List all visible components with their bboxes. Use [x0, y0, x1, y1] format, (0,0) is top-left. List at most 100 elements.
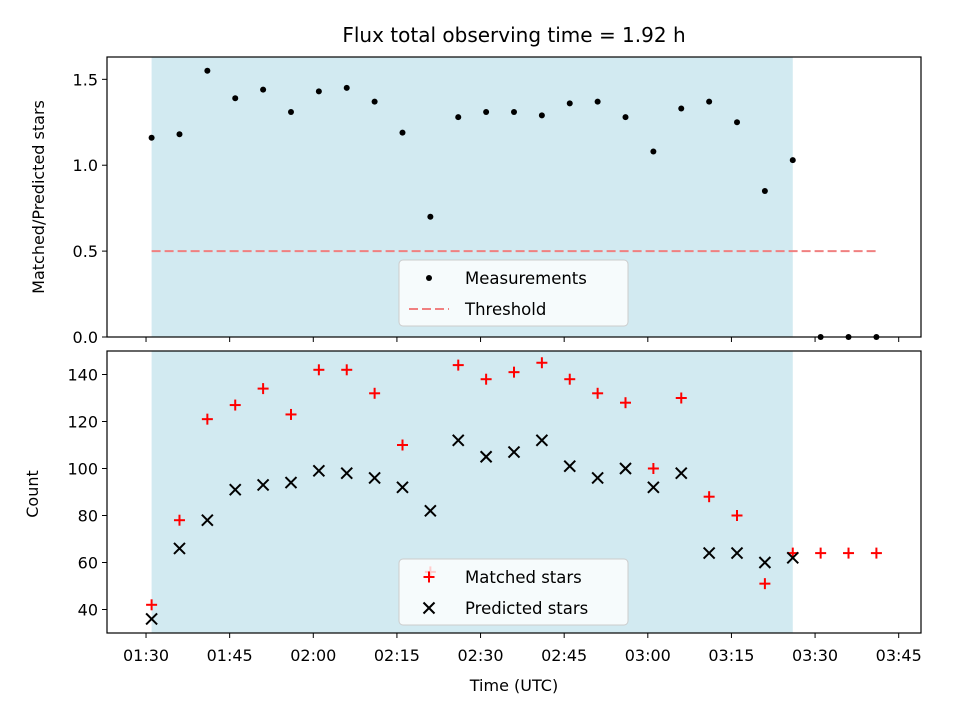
predicted-star-point: [145, 612, 158, 626]
measurement-point: [622, 114, 629, 121]
legend-label: Measurements: [465, 269, 587, 288]
predicted-star-point: [452, 434, 465, 447]
predicted-star-point: [563, 459, 576, 473]
top-y-tick-label: 0.5: [73, 242, 98, 261]
x-tick-label: 03:45: [876, 646, 922, 665]
legend-matched-marker: [423, 571, 435, 583]
matched-star-point: [870, 547, 882, 559]
x-tick-label: 03:30: [792, 646, 838, 665]
legend-predicted-marker: [422, 601, 436, 615]
measurement-point: [734, 119, 741, 126]
matched-star-point: [285, 408, 297, 420]
predicted-star-point: [647, 481, 660, 494]
predicted-star-point: [173, 542, 186, 555]
predicted-star-point: [396, 481, 409, 494]
predicted-star-point: [758, 556, 772, 569]
x-tick-label: 01:30: [123, 646, 169, 665]
measurement-point: [455, 114, 462, 121]
measurement-point: [650, 148, 657, 155]
measurement-point: [176, 131, 183, 138]
x-tick-label: 02:00: [290, 646, 336, 665]
measurement-point: [594, 98, 601, 105]
matched-star-point: [759, 578, 771, 590]
predicted-star-point: [591, 471, 604, 485]
predicted-star-point: [424, 504, 437, 518]
matched-star-point: [843, 547, 855, 559]
bottom-y-tick-label: 40: [78, 601, 98, 620]
matched-star-point: [341, 364, 353, 376]
measurement-point: [343, 84, 350, 91]
bottom-y-tick-label: 120: [67, 413, 98, 432]
legend-label: Predicted stars: [465, 599, 588, 618]
predicted-star-point: [786, 551, 799, 565]
legend-box: [398, 259, 629, 327]
measurement-point: [260, 86, 267, 93]
x-tick-label: 02:45: [541, 646, 587, 665]
legend-label: Matched stars: [465, 568, 582, 587]
matched-star-point: [703, 491, 715, 503]
matched-star-point: [201, 413, 213, 425]
matched-star-point: [675, 392, 687, 404]
matched-star-point: [480, 373, 492, 385]
measurement-point: [399, 129, 406, 136]
matched-star-point: [564, 373, 576, 385]
measurement-point: [315, 88, 322, 95]
x-axis-label: Time (UTC): [469, 676, 558, 695]
measurement-point: [287, 108, 294, 115]
predicted-star-point: [507, 445, 521, 459]
top-y-axis-label: Matched/Predicted stars: [29, 100, 48, 294]
legend-measurement-marker: [426, 275, 432, 281]
x-tick-label: 03:00: [625, 646, 671, 665]
x-tick-label: 03:15: [708, 646, 754, 665]
matched-star-point: [647, 463, 659, 474]
predicted-star-point: [256, 478, 270, 492]
measurement-point: [148, 134, 155, 141]
measurement-point: [538, 112, 545, 119]
top-y-tick-label: 1.5: [73, 70, 98, 89]
matched-star-point: [620, 397, 632, 409]
matched-star-point: [369, 387, 381, 399]
predicted-star-point: [312, 464, 326, 478]
bottom-y-tick-label: 80: [78, 507, 98, 526]
top-legend: Measurements Threshold: [398, 259, 629, 327]
matched-star-point: [396, 439, 408, 451]
top-y-tick-label: 0.0: [73, 328, 98, 347]
measurement-point: [678, 105, 685, 112]
top-panel: 0.0 0.5 1.0 1.5 Measurements Threshold: [73, 56, 922, 347]
x-tick-label: 01:45: [207, 646, 253, 665]
bottom-panel: 40 60 80 100 120 140 01:30 01:45 02:00 02:15 02:30…: [67, 350, 922, 665]
predicted-star-point: [675, 466, 688, 480]
matched-star-point: [173, 514, 185, 526]
measurement-point: [789, 157, 796, 164]
bottom-y-tick-label: 100: [67, 460, 98, 479]
predicted-star-point: [284, 476, 298, 489]
predicted-star-point: [619, 462, 632, 475]
bottom-y-tick-label: 60: [78, 554, 98, 573]
bottom-axes-frame: [106, 350, 922, 634]
predicted-star-point: [201, 513, 214, 527]
predicted-star-point: [368, 471, 381, 485]
bottom-legend: Matched stars Predicted stars: [398, 558, 629, 626]
measurement-point: [706, 98, 713, 105]
predicted-star-point: [730, 546, 744, 560]
matched-star-point: [313, 364, 325, 376]
measurement-point: [483, 108, 490, 115]
matched-star-point: [452, 359, 464, 371]
measurement-point: [204, 67, 211, 74]
matched-star-point: [536, 357, 548, 369]
measurement-point: [566, 100, 573, 107]
legend-box: [398, 558, 629, 626]
matched-star-point: [257, 383, 269, 395]
matched-star-point: [815, 547, 827, 559]
legend-label: Threshold: [464, 300, 546, 319]
matched-star-point: [508, 366, 520, 378]
bottom-y-axis-label: Count: [23, 470, 42, 518]
top-axes-frame: [106, 56, 922, 338]
measurement-point: [511, 108, 517, 115]
measurement-point: [761, 187, 768, 194]
bottom-y-tick-label: 140: [67, 366, 98, 385]
predicted-star-point: [229, 483, 242, 496]
predicted-star-point: [535, 434, 549, 447]
matched-star-point: [229, 399, 241, 411]
